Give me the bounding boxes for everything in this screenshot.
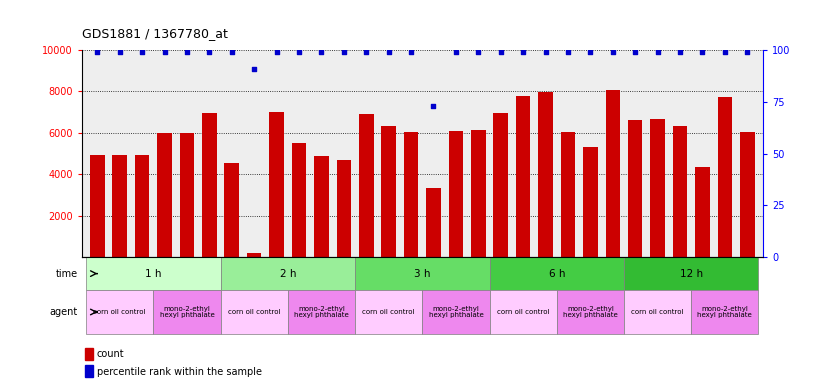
Text: agent: agent: [49, 307, 78, 317]
Bar: [355, 257, 490, 290]
Bar: [624, 290, 691, 334]
Bar: [583, 147, 597, 257]
Point: [427, 103, 440, 109]
Bar: [672, 126, 687, 257]
Bar: [180, 133, 194, 257]
Bar: [336, 160, 351, 257]
Bar: [650, 119, 665, 257]
Bar: [539, 93, 552, 257]
Text: 6 h: 6 h: [548, 268, 565, 279]
Text: corn oil control: corn oil control: [632, 309, 684, 315]
Text: mono-2-ethyl
hexyl phthalate: mono-2-ethyl hexyl phthalate: [563, 306, 618, 318]
Bar: [269, 112, 284, 257]
Point: [180, 49, 193, 55]
Bar: [85, 365, 93, 377]
Text: 3 h: 3 h: [414, 268, 431, 279]
Bar: [355, 290, 423, 334]
Bar: [426, 188, 441, 257]
Point: [517, 49, 530, 55]
Bar: [113, 155, 127, 257]
Text: percentile rank within the sample: percentile rank within the sample: [96, 366, 262, 377]
Point: [472, 49, 485, 55]
Text: 12 h: 12 h: [680, 268, 703, 279]
Bar: [494, 113, 508, 257]
Point: [584, 49, 597, 55]
Bar: [516, 96, 530, 257]
Point: [270, 49, 283, 55]
Bar: [288, 290, 355, 334]
Text: GDS1881 / 1367780_at: GDS1881 / 1367780_at: [82, 27, 228, 40]
Bar: [135, 155, 149, 257]
Text: 1 h: 1 h: [145, 268, 162, 279]
Bar: [220, 290, 288, 334]
Bar: [292, 143, 306, 257]
Text: corn oil control: corn oil control: [94, 309, 146, 315]
Bar: [85, 348, 93, 360]
Point: [360, 49, 373, 55]
Point: [673, 49, 686, 55]
Bar: [220, 257, 355, 290]
Point: [382, 49, 395, 55]
Point: [292, 49, 305, 55]
Bar: [314, 156, 329, 257]
Point: [696, 49, 709, 55]
Point: [225, 49, 238, 55]
Point: [718, 49, 731, 55]
Bar: [740, 132, 755, 257]
Bar: [624, 257, 759, 290]
Bar: [86, 257, 220, 290]
Point: [628, 49, 641, 55]
Bar: [247, 253, 261, 257]
Point: [651, 49, 664, 55]
Bar: [691, 290, 759, 334]
Point: [113, 49, 126, 55]
Bar: [561, 132, 575, 257]
Text: corn oil control: corn oil control: [497, 309, 549, 315]
Point: [337, 49, 350, 55]
Text: mono-2-ethyl
hexyl phthalate: mono-2-ethyl hexyl phthalate: [160, 306, 215, 318]
Bar: [153, 290, 220, 334]
Text: time: time: [55, 268, 78, 279]
Bar: [717, 97, 732, 257]
Point: [606, 49, 619, 55]
Text: corn oil control: corn oil control: [228, 309, 281, 315]
Bar: [381, 126, 396, 257]
Bar: [423, 290, 490, 334]
Bar: [86, 290, 153, 334]
Point: [539, 49, 552, 55]
Text: corn oil control: corn oil control: [362, 309, 415, 315]
Bar: [490, 290, 557, 334]
Bar: [557, 290, 624, 334]
Text: mono-2-ethyl
hexyl phthalate: mono-2-ethyl hexyl phthalate: [698, 306, 752, 318]
Point: [247, 66, 260, 72]
Point: [135, 49, 149, 55]
Text: count: count: [96, 349, 124, 359]
Point: [91, 49, 104, 55]
Bar: [224, 163, 239, 257]
Text: mono-2-ethyl
hexyl phthalate: mono-2-ethyl hexyl phthalate: [428, 306, 483, 318]
Point: [405, 49, 418, 55]
Point: [315, 49, 328, 55]
Bar: [404, 132, 419, 257]
Point: [203, 49, 216, 55]
Bar: [628, 121, 642, 257]
Bar: [359, 114, 374, 257]
Bar: [90, 155, 104, 257]
Bar: [449, 131, 463, 257]
Bar: [157, 133, 172, 257]
Text: mono-2-ethyl
hexyl phthalate: mono-2-ethyl hexyl phthalate: [294, 306, 348, 318]
Text: 2 h: 2 h: [280, 268, 296, 279]
Point: [450, 49, 463, 55]
Bar: [490, 257, 624, 290]
Point: [561, 49, 574, 55]
Bar: [471, 130, 486, 257]
Point: [158, 49, 171, 55]
Point: [494, 49, 508, 55]
Bar: [695, 167, 710, 257]
Bar: [605, 90, 620, 257]
Bar: [202, 113, 216, 257]
Point: [741, 49, 754, 55]
